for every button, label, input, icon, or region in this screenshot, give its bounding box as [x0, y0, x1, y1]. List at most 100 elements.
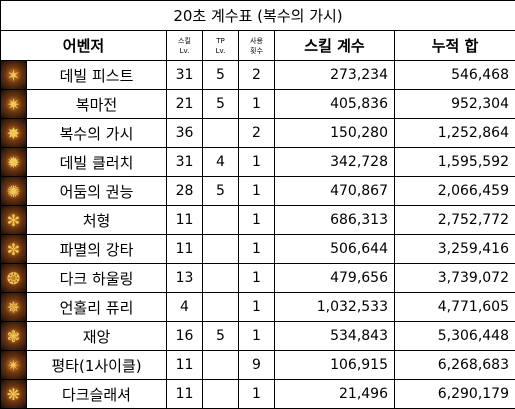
cumulative-sum: 2,066,459: [395, 177, 515, 206]
cumulative-sum: 952,304: [395, 90, 515, 119]
use-count: 1: [239, 380, 275, 409]
cumulative-sum: 6,290,179: [395, 380, 515, 409]
skill-icon-cell: ✸: [1, 119, 27, 148]
skill-coefficient: 106,915: [275, 351, 395, 380]
skill-name: 다크슬래셔: [27, 380, 167, 409]
boomajeon-icon: ✷: [1, 90, 26, 118]
skill-level: 11: [167, 380, 203, 409]
skill-name: 언홀리 퓨리: [27, 293, 167, 322]
skill-coefficient: 470,867: [275, 177, 395, 206]
skill-name: 데빌 피스트: [27, 61, 167, 90]
tp-level: [203, 380, 239, 409]
cumulative-sum: 6,268,683: [395, 351, 515, 380]
skill-level: 16: [167, 322, 203, 351]
skill-icon-cell: ✷: [1, 90, 27, 119]
devil-clutch-icon: ✹: [1, 148, 26, 176]
skill-level: 11: [167, 206, 203, 235]
tp-level: 4: [203, 148, 239, 177]
tp-level: 5: [203, 177, 239, 206]
tp-level: [203, 235, 239, 264]
skill-coefficient: 150,280: [275, 119, 395, 148]
use-count: 1: [239, 264, 275, 293]
skill-level: 31: [167, 61, 203, 90]
tp-level: [203, 119, 239, 148]
header-cumulative: 누적 합: [395, 31, 515, 61]
execution-icon: ✻: [1, 206, 26, 234]
skill-name: 평타(1사이클): [27, 351, 167, 380]
skill-icon-cell: ✶: [1, 61, 27, 90]
use-count: 1: [239, 235, 275, 264]
skill-name: 다크 하울링: [27, 264, 167, 293]
skill-name: 복수의 가시: [27, 119, 167, 148]
dark-howling-icon: ❂: [1, 264, 26, 292]
dark-slasher-icon: ❋: [1, 380, 26, 408]
skill-icon-cell: ❂: [1, 264, 27, 293]
header-skill: 어벤저: [1, 31, 167, 61]
tp-level: 5: [203, 61, 239, 90]
use-count: 1: [239, 322, 275, 351]
normal-attack-icon: ✴: [1, 351, 26, 379]
skill-icon-cell: ✺: [1, 177, 27, 206]
use-count: 1: [239, 148, 275, 177]
header-use-count: 사용 횟수: [239, 31, 275, 61]
skill-icon-cell: ✻: [1, 206, 27, 235]
skill-level: 4: [167, 293, 203, 322]
skill-coefficient: 506,644: [275, 235, 395, 264]
skill-icon-cell: ❃: [1, 322, 27, 351]
skill-level: 31: [167, 148, 203, 177]
use-count: 1: [239, 177, 275, 206]
skill-level: 36: [167, 119, 203, 148]
skill-name: 재앙: [27, 322, 167, 351]
header-use-count-line2: 횟수: [239, 46, 274, 56]
tp-level: [203, 206, 239, 235]
header-skill-lv-line1: 스킬: [167, 36, 202, 46]
use-count: 1: [239, 90, 275, 119]
tp-level: 5: [203, 322, 239, 351]
cumulative-sum: 1,252,864: [395, 119, 515, 148]
calamity-icon: ❃: [1, 322, 26, 350]
tp-level: [203, 351, 239, 380]
cumulative-sum: 5,306,448: [395, 322, 515, 351]
skill-coefficient: 1,032,533: [275, 293, 395, 322]
table-title: 20초 계수표 (복수의 가시): [1, 1, 515, 31]
tp-level: [203, 293, 239, 322]
skill-coefficient: 479,656: [275, 264, 395, 293]
tp-level: 5: [203, 90, 239, 119]
skill-name: 처형: [27, 206, 167, 235]
skill-coefficient: 342,728: [275, 148, 395, 177]
cumulative-sum: 1,595,592: [395, 148, 515, 177]
skill-icon-cell: ✵: [1, 293, 27, 322]
skill-coefficient: 405,836: [275, 90, 395, 119]
skill-icon-cell: ✼: [1, 235, 27, 264]
use-count: 1: [239, 293, 275, 322]
skill-coefficient: 534,843: [275, 322, 395, 351]
destruction-strike-icon: ✼: [1, 235, 26, 263]
dark-power-icon: ✺: [1, 177, 26, 205]
header-tp-lv: TP Lv.: [203, 31, 239, 61]
skill-level: 11: [167, 351, 203, 380]
header-skill-lv-line2: Lv.: [167, 46, 202, 56]
devil-fist-icon: ✶: [1, 61, 26, 89]
header-use-count-line1: 사용: [239, 36, 274, 46]
skill-name: 어둠의 권능: [27, 177, 167, 206]
header-skill-lv: 스킬 Lv.: [167, 31, 203, 61]
skill-coefficient: 273,234: [275, 61, 395, 90]
use-count: 2: [239, 61, 275, 90]
skill-level: 11: [167, 235, 203, 264]
skill-level: 28: [167, 177, 203, 206]
cumulative-sum: 3,739,072: [395, 264, 515, 293]
cumulative-sum: 2,752,772: [395, 206, 515, 235]
use-count: 2: [239, 119, 275, 148]
